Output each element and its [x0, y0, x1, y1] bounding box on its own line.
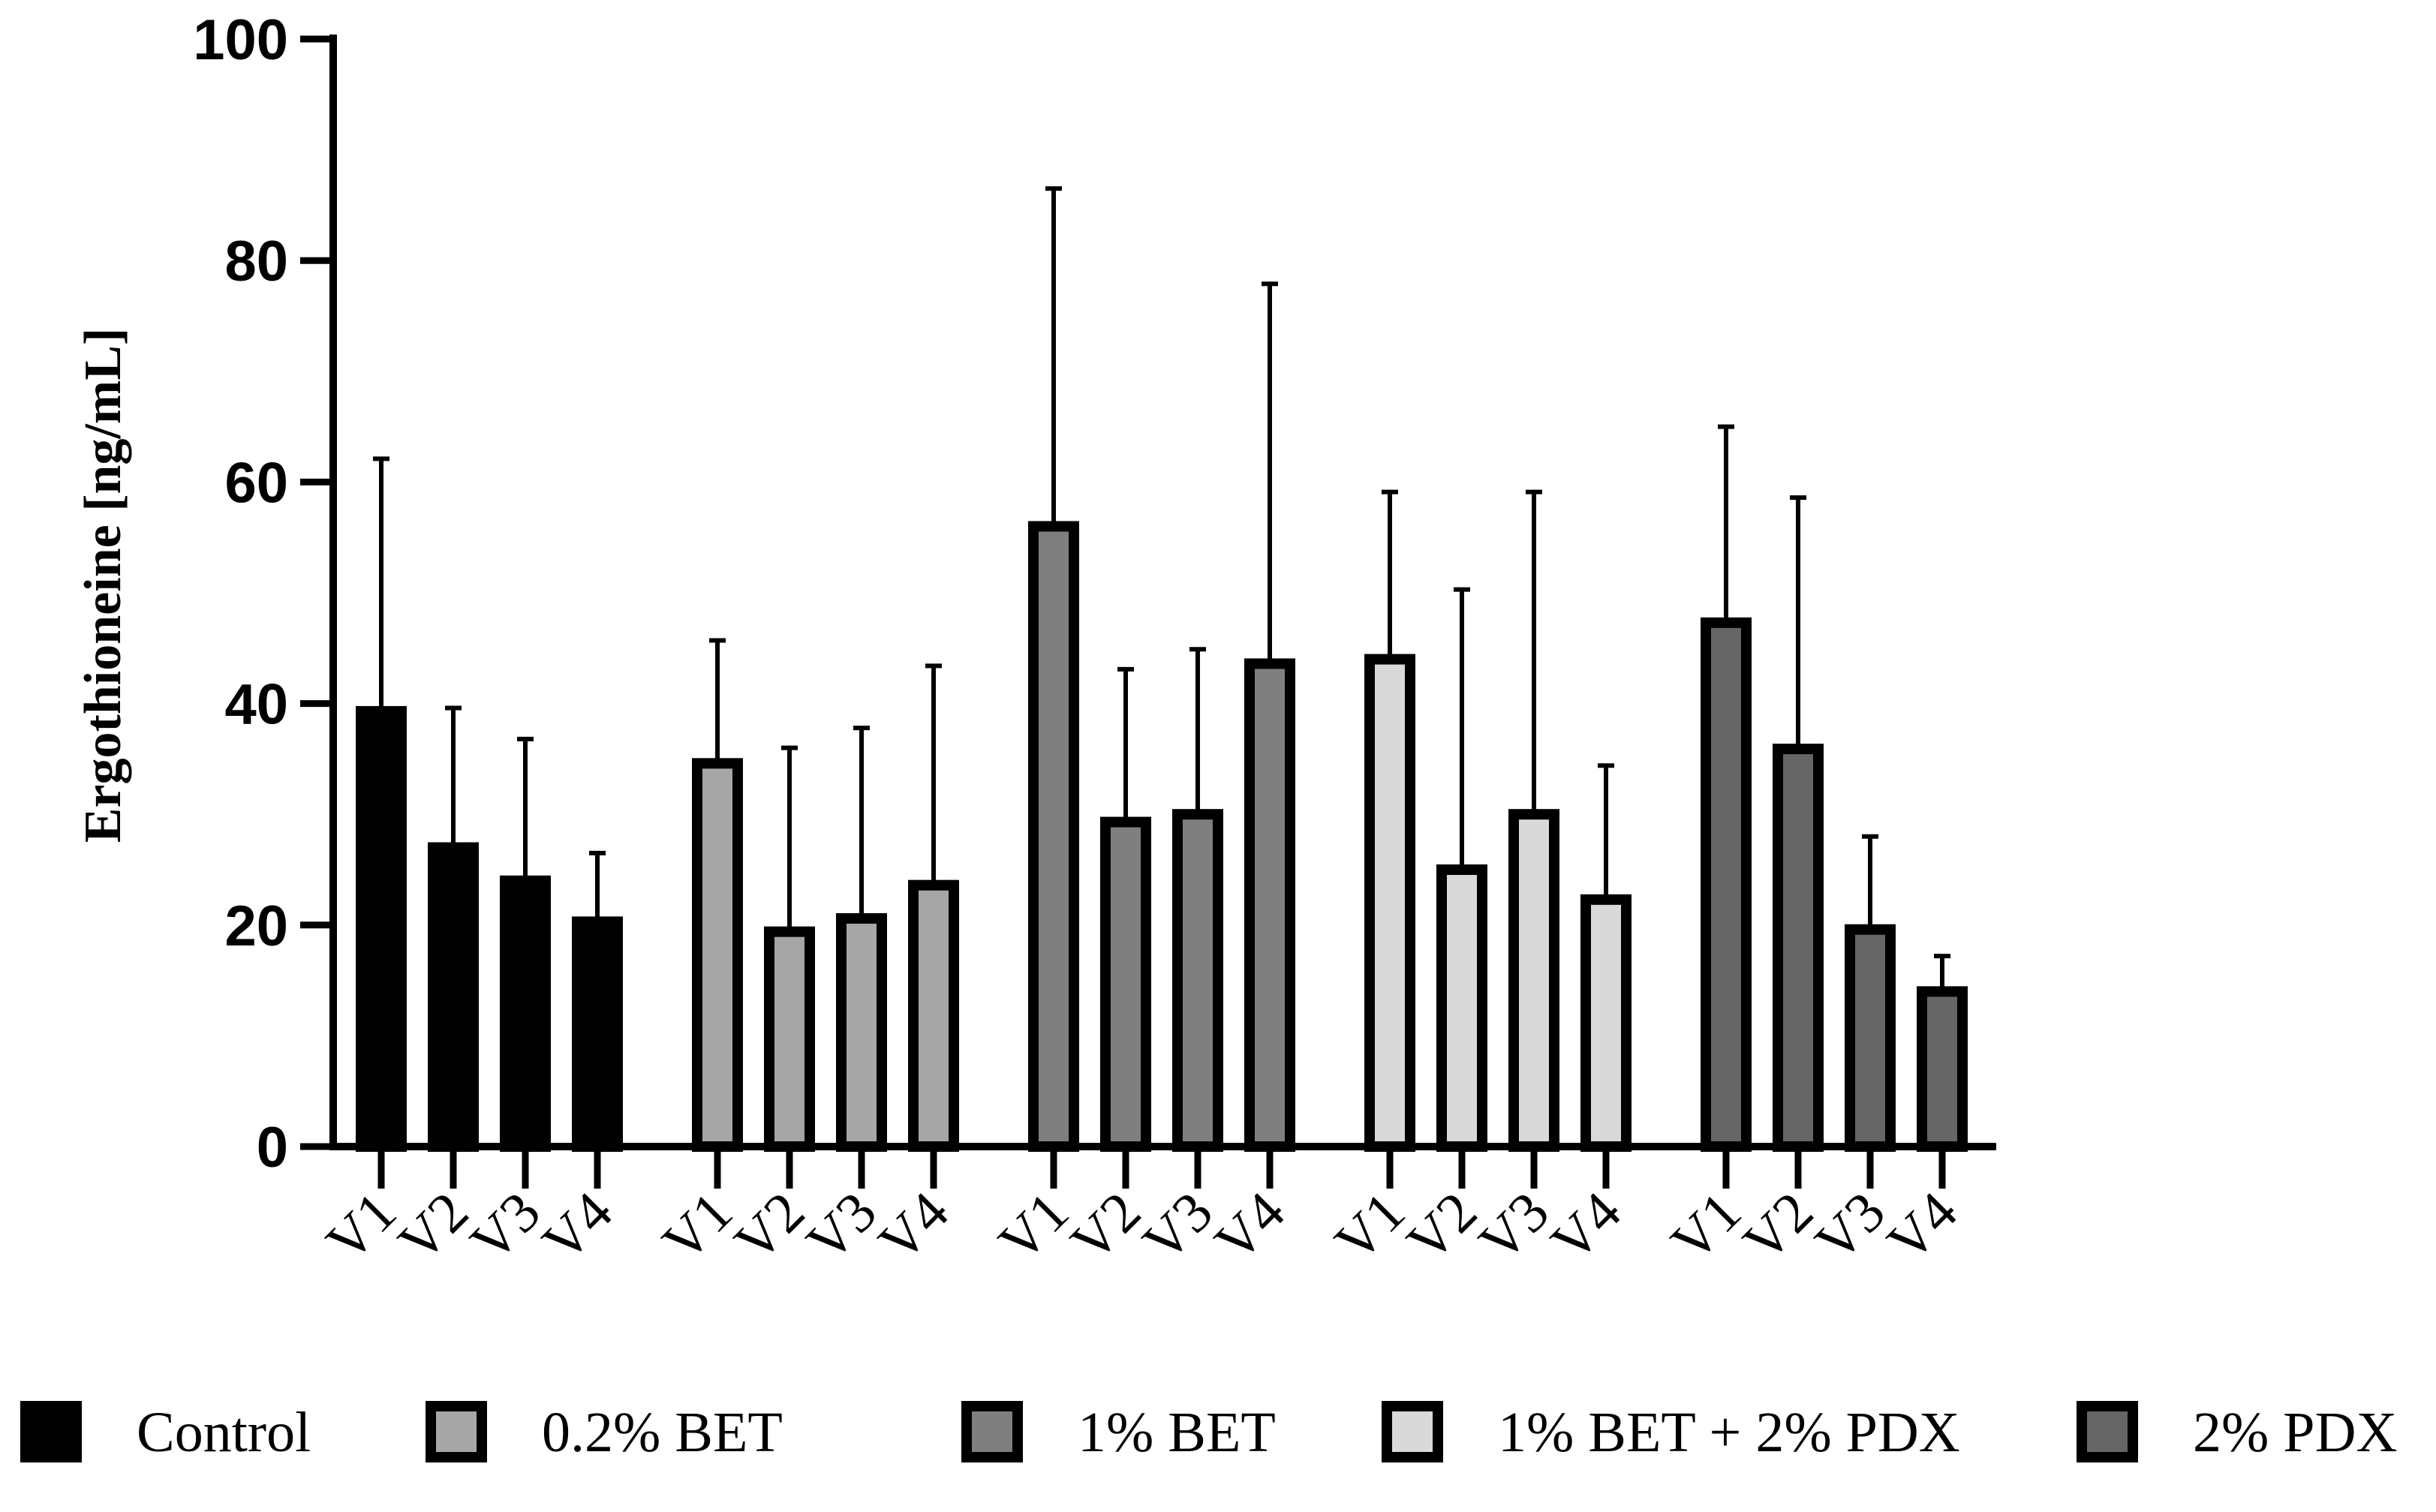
- legend-item-0: Control: [20, 1401, 311, 1464]
- y-tick-label: 100: [193, 8, 288, 72]
- bar-s4-v3: [1845, 924, 1896, 1152]
- legend-swatch: [426, 1401, 487, 1462]
- y-axis-title: Ergothioneine [ng/mL]: [74, 328, 132, 843]
- error-bar-s1-v1: [709, 638, 726, 764]
- legend-item-4: 2% PDX: [2077, 1401, 2397, 1464]
- legend-label: 2% PDX: [2193, 1401, 2397, 1464]
- bar-s0-v1: [356, 705, 407, 1152]
- error-bar-s0-v1: [373, 456, 389, 711]
- bar-s3-v3: [1508, 809, 1559, 1152]
- y-tick-label: 40: [224, 673, 288, 737]
- bar-s2-v2: [1100, 816, 1151, 1152]
- bar-s3-v1: [1364, 654, 1415, 1152]
- x-tick-label: V4: [1203, 1180, 1297, 1274]
- error-bar-s2-v1: [1045, 186, 1062, 527]
- error-bar-s2-v3: [1189, 647, 1206, 815]
- error-bar-s1-v2: [781, 745, 798, 932]
- error-bar-s3-v1: [1382, 489, 1398, 660]
- bar-s2-v4: [1244, 658, 1295, 1152]
- bar-s1-v1: [692, 758, 743, 1153]
- legend-swatch: [961, 1401, 1023, 1462]
- error-bars-layer: [373, 186, 1950, 992]
- error-bar-s2-v2: [1117, 666, 1134, 822]
- bar-s0-v4: [572, 916, 623, 1152]
- bar-s4-v2: [1773, 744, 1824, 1152]
- error-bar-s4-v3: [1862, 834, 1878, 930]
- bar-s2-v1: [1028, 521, 1079, 1152]
- bar-s4-v4: [1917, 986, 1968, 1152]
- bar-s1-v2: [764, 926, 815, 1152]
- legend-label: 0.2% BET: [542, 1401, 783, 1464]
- error-bar-s3-v4: [1598, 763, 1614, 900]
- error-bar-s0-v3: [517, 736, 534, 881]
- y-tick-label: 60: [224, 451, 288, 515]
- bar-s1-v4: [908, 879, 959, 1152]
- legend-swatch: [1382, 1401, 1443, 1462]
- legend-swatch: [2077, 1401, 2138, 1462]
- legend-label: 1% BET + 2% PDX: [1498, 1401, 1960, 1464]
- error-bar-s0-v4: [589, 850, 606, 922]
- error-bar-s3-v3: [1526, 489, 1542, 815]
- y-tick-label: 80: [224, 230, 288, 293]
- bar-s3-v4: [1580, 894, 1632, 1153]
- error-bar-s2-v4: [1262, 281, 1278, 664]
- y-tick-label: 20: [224, 894, 288, 958]
- legend-item-2: 1% BET: [961, 1401, 1276, 1464]
- legend-label: Control: [137, 1401, 311, 1464]
- bar-s2-v3: [1172, 809, 1223, 1152]
- bar-s3-v2: [1436, 864, 1487, 1152]
- bar-s0-v3: [500, 875, 551, 1152]
- error-bar-s3-v2: [1454, 587, 1470, 870]
- error-bar-s1-v3: [853, 726, 870, 918]
- legend-item-1: 0.2% BET: [426, 1401, 783, 1464]
- error-bar-s1-v4: [925, 663, 942, 885]
- bar-s0-v2: [428, 842, 479, 1152]
- bars-layer: [356, 521, 1968, 1153]
- x-tick-label: V4: [531, 1180, 624, 1274]
- legend: Control 0.2% BET 1% BET 1% BET + 2% PDX 2% P…: [20, 1401, 2397, 1464]
- bar-s4-v1: [1701, 617, 1752, 1152]
- legend-swatch: [20, 1401, 82, 1462]
- y-tick-label: 0: [257, 1116, 288, 1180]
- x-tick-label: V4: [867, 1180, 961, 1274]
- legend-item-3: 1% BET + 2% PDX: [1382, 1401, 1960, 1464]
- x-tick-label: V4: [1539, 1180, 1633, 1274]
- legend-label: 1% BET: [1078, 1401, 1276, 1464]
- error-bar-s4-v4: [1934, 954, 1950, 992]
- y-ticks-layer: 0 20 40 60 80 100: [193, 8, 333, 1180]
- x-tick-label: V4: [1875, 1180, 1969, 1274]
- bar-s1-v3: [836, 912, 887, 1152]
- error-bar-s4-v2: [1790, 495, 1806, 750]
- error-bar-s4-v1: [1718, 424, 1734, 623]
- axes-layer: [329, 35, 1996, 1150]
- error-bar-s0-v2: [445, 705, 462, 848]
